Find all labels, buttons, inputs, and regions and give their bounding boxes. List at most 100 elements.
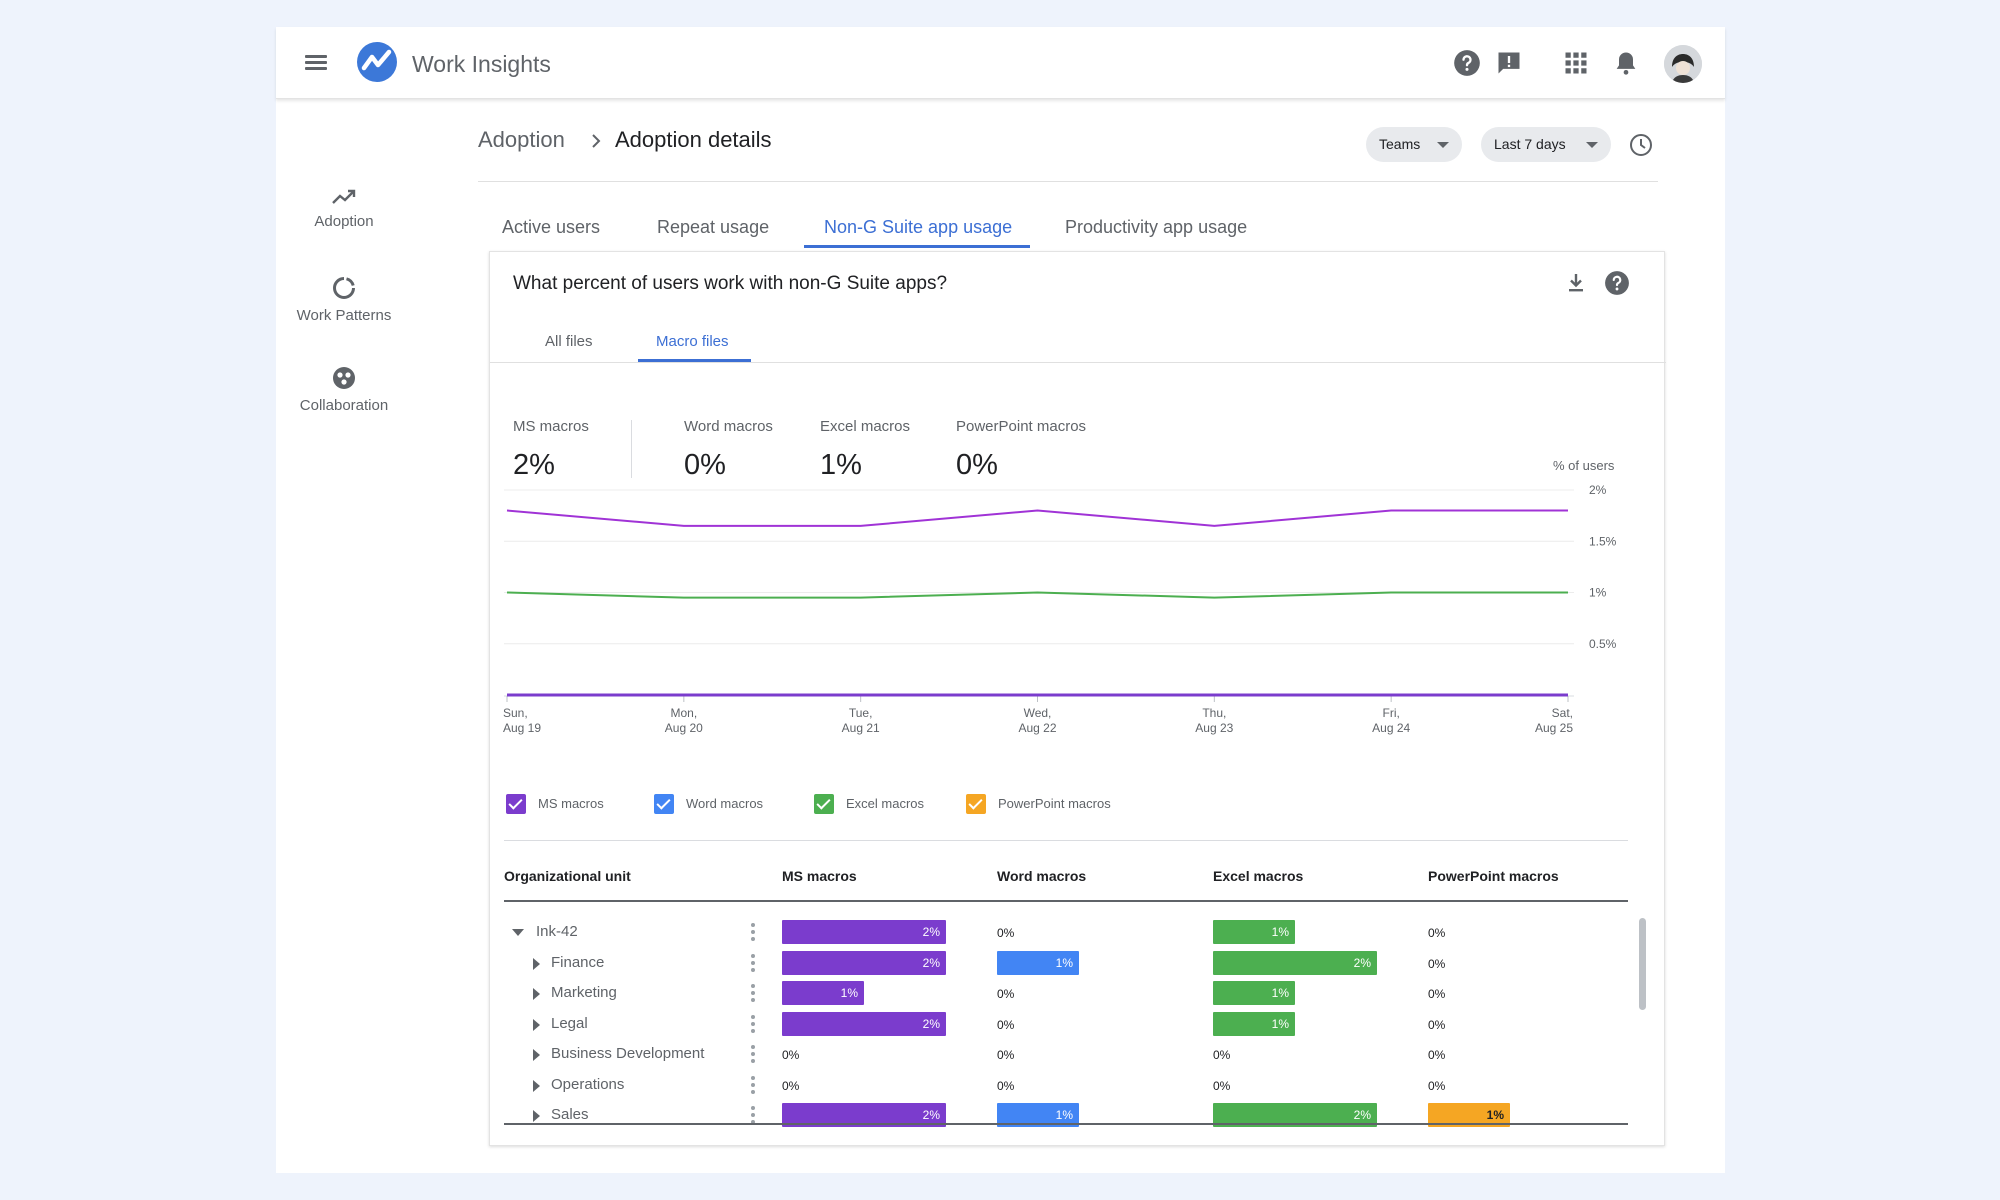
active-tab-indicator: [804, 245, 1030, 248]
value-bar: 1%: [997, 950, 1079, 975]
active-subtab-indicator: [638, 359, 751, 362]
x-tick-label: Aug 23: [1195, 721, 1233, 735]
user-avatar[interactable]: [1664, 45, 1702, 83]
org-unit-name[interactable]: Finance: [551, 953, 605, 971]
metric-word-macros-label: Word macros: [684, 418, 773, 435]
metric-ms-macros-label: MS macros: [513, 418, 589, 435]
page-title: Adoption details: [615, 127, 772, 152]
table-row[interactable]: Sales 2% 1% 2% 1%: [490, 1100, 1666, 1130]
org-unit-name[interactable]: Sales: [551, 1106, 589, 1123]
y-tick-label: 1.5%: [1589, 534, 1617, 548]
metric-ms-macros-value: 2%: [513, 449, 555, 481]
legend-label: Word macros: [686, 796, 764, 811]
x-tick-label: Thu,: [1202, 706, 1226, 720]
metric-word-macros-value: 0%: [684, 449, 726, 481]
expand-more-icon[interactable]: [533, 957, 540, 970]
feedback-icon[interactable]: [1495, 49, 1523, 77]
table-row[interactable]: Finance 2% 1% 2% 0%: [490, 948, 1666, 978]
y-tick-label: 1%: [1589, 586, 1607, 600]
expand-more-icon[interactable]: [533, 1110, 540, 1122]
more-vert-icon[interactable]: [750, 1043, 756, 1065]
work-insights-logo-icon: [357, 42, 397, 82]
zero-value-label: 0%: [997, 1017, 1015, 1032]
sidebar-item-work-patterns[interactable]: Work Patterns: [276, 275, 412, 324]
value-bar: 2%: [782, 920, 946, 944]
table-row[interactable]: Ink-42 2% 0% 1% 0%: [490, 917, 1666, 947]
org-unit-name[interactable]: Ink-42: [536, 923, 578, 940]
notifications-bell-icon[interactable]: [1612, 49, 1640, 77]
org-unit-name[interactable]: Operations: [551, 1075, 625, 1093]
metric-excel-macros-label: Excel macros: [820, 418, 911, 435]
table-row[interactable]: Marketing 1% 0% 1% 0%: [490, 978, 1666, 1008]
sidebar-item-adoption[interactable]: Adoption: [276, 187, 412, 230]
table-row[interactable]: Legal 2% 0% 1% 0%: [490, 1009, 1666, 1039]
history-clock-icon[interactable]: [1628, 132, 1654, 158]
zero-value-label: 0%: [1213, 1048, 1231, 1062]
zero-value-label: 0%: [1428, 1017, 1446, 1032]
more-vert-icon[interactable]: [750, 921, 756, 943]
x-tick-label: Tue,: [849, 706, 873, 720]
legend-label: Excel macros: [846, 796, 925, 811]
table-row[interactable]: Operations 0% 0% 0% 0%: [490, 1070, 1666, 1100]
breadcrumb-parent[interactable]: Adoption: [478, 127, 565, 152]
zero-value-label: 0%: [1428, 1048, 1446, 1062]
tab-productivity-app-usage[interactable]: Productivity app usage: [1065, 217, 1248, 237]
help-icon[interactable]: [1453, 49, 1481, 77]
sidebar-item-collaboration[interactable]: Collaboration: [276, 365, 412, 414]
card-help-icon[interactable]: [1604, 270, 1630, 296]
refresh-circle-icon: [333, 277, 355, 299]
tab-active-users[interactable]: Active users: [502, 217, 601, 237]
apps-grid-icon[interactable]: [1562, 49, 1590, 77]
more-vert-icon[interactable]: [750, 982, 756, 1004]
date-range-dropdown[interactable]: Last 7 days: [1481, 127, 1611, 162]
org-unit-name[interactable]: Legal: [551, 1014, 588, 1032]
legend-checkbox-icon: [506, 794, 526, 814]
more-vert-icon[interactable]: [750, 952, 756, 974]
download-icon[interactable]: [1563, 270, 1589, 296]
column-header-excel-macros: Excel macros: [1213, 868, 1304, 884]
x-tick-label: Mon,: [670, 706, 697, 720]
subtab-macro-files[interactable]: Macro files: [656, 333, 729, 350]
bar-value-label: 2%: [922, 1108, 940, 1122]
column-header-word-macros: Word macros: [997, 868, 1087, 884]
tab-non-g-suite-app-usage[interactable]: Non-G Suite app usage: [824, 217, 1013, 237]
expand-more-icon[interactable]: [533, 1079, 540, 1092]
table-bottom-rule: [504, 1123, 1628, 1125]
bar-value-label: 1%: [840, 986, 858, 1000]
chart-units-label: % of users: [1553, 458, 1615, 473]
tab-repeat-usage[interactable]: Repeat usage: [657, 217, 770, 237]
more-vert-icon[interactable]: [750, 1013, 756, 1035]
caret-down-icon: [1437, 142, 1449, 148]
table-scrollbar[interactable]: [1639, 918, 1646, 1010]
expand-more-icon[interactable]: [533, 1018, 540, 1031]
date-range-label: Last 7 days: [1494, 136, 1566, 152]
expand-more-icon[interactable]: [533, 1049, 540, 1061]
legend-label: MS macros: [538, 796, 604, 811]
y-tick-label: 2%: [1589, 483, 1607, 497]
subtab-all-files[interactable]: All files: [545, 333, 593, 350]
legend-checkbox-icon: [966, 794, 986, 814]
zero-value-label: 0%: [997, 1078, 1015, 1093]
bar-value-label: 1%: [1055, 955, 1073, 970]
expand-less-icon[interactable]: [512, 929, 524, 936]
org-unit-name[interactable]: Marketing: [551, 984, 617, 1001]
expand-more-icon[interactable]: [533, 988, 540, 1000]
work-insights-app: Work Insights: [276, 27, 1725, 1173]
x-tick-label: Wed,: [1024, 706, 1052, 720]
value-bar: 1%: [1213, 1011, 1295, 1036]
teams-filter-dropdown[interactable]: Teams: [1366, 127, 1462, 162]
more-vert-icon[interactable]: [750, 1104, 756, 1126]
more-vert-icon[interactable]: [750, 1074, 756, 1096]
zero-value-label: 0%: [997, 1048, 1015, 1062]
zero-value-label: 0%: [997, 987, 1015, 1001]
bar-value-label: 2%: [922, 925, 940, 939]
value-bar: 2%: [782, 1011, 946, 1036]
table-row[interactable]: Business Development 0% 0% 0% 0%: [490, 1039, 1666, 1069]
zero-value-label: 0%: [1428, 987, 1446, 1001]
value-bar: 1%: [1213, 981, 1295, 1005]
value-bar: 1%: [1213, 920, 1295, 944]
org-unit-name[interactable]: Business Development: [551, 1045, 705, 1062]
bar-value-label: 1%: [1055, 1108, 1073, 1122]
x-tick-label: Aug 24: [1372, 721, 1410, 735]
menu-icon[interactable]: [304, 51, 328, 75]
